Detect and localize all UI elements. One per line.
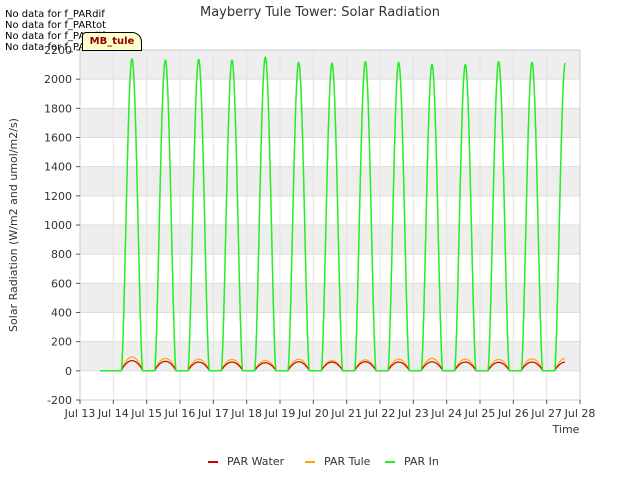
y-tick-label: 1400 [44, 161, 72, 174]
y-tick-label: 0 [65, 365, 72, 378]
y-tick-label: 1800 [44, 102, 72, 115]
x-tick-label: Jul 17 [197, 407, 229, 420]
x-tick-label: Jul 22 [364, 407, 396, 420]
legend-label: PAR Water [227, 455, 285, 468]
no-data-message-2: No data for f_PARtot [5, 20, 107, 31]
y-tick-label: 1000 [44, 219, 72, 232]
legend-label: PAR Tule [324, 455, 371, 468]
site-badge: MB_tule [82, 32, 142, 51]
series-line-par-in [99, 56, 566, 372]
grid-band [80, 108, 580, 138]
x-tick-label: Jul 16 [164, 407, 196, 420]
y-tick-label: 1600 [44, 132, 72, 145]
x-tick-label: Jul 13 [64, 407, 96, 420]
grid-band [80, 166, 580, 196]
x-tick-label: Jul 20 [297, 407, 329, 420]
y-tick-label: 200 [51, 336, 72, 349]
x-tick-label: Jul 14 [97, 407, 129, 420]
no-data-message-3: No data for f_PARdif [5, 31, 105, 42]
x-tick-label: Jul 15 [130, 407, 162, 420]
x-tick-label: Jul 25 [464, 407, 496, 420]
x-tick-label: Jul 19 [264, 407, 296, 420]
grid-band [80, 225, 580, 255]
y-tick-label: 400 [51, 307, 72, 320]
y-tick-label: 800 [51, 248, 72, 261]
y-tick-label: 2200 [44, 44, 72, 57]
no-data-message-1: No data for f_PARdif [5, 9, 105, 20]
x-tick-label: Jul 21 [330, 407, 362, 420]
x-axis-label: Time [552, 423, 580, 436]
y-tick-label: 2000 [44, 73, 72, 86]
x-tick-label: Jul 18 [230, 407, 262, 420]
x-tick-label: Jul 27 [530, 407, 562, 420]
y-tick-label: -200 [47, 394, 72, 407]
x-tick-label: Jul 26 [497, 407, 529, 420]
legend-label: PAR In [404, 455, 439, 468]
x-tick-label: Jul 24 [430, 407, 462, 420]
y-tick-label: 600 [51, 277, 72, 290]
chart-title: Mayberry Tule Tower: Solar Radiation [200, 5, 440, 20]
no-data-message-4: No data for f_PARtot [5, 42, 107, 53]
y-axis-label: Solar Radiation (W/m2 and umol/m2/s) [7, 118, 20, 332]
grid-band [80, 341, 580, 371]
x-tick-label: Jul 23 [397, 407, 429, 420]
grid-band [80, 283, 580, 313]
x-tick-label: Jul 28 [564, 407, 596, 420]
y-tick-label: 1200 [44, 190, 72, 203]
